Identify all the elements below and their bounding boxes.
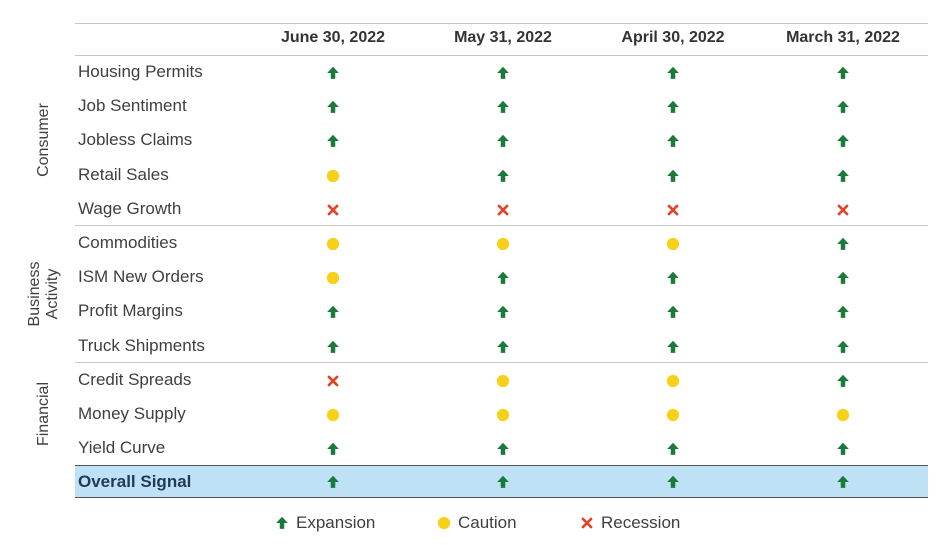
yellow-dot-icon (323, 166, 343, 186)
row-label: Truck Shipments (78, 335, 205, 355)
row-label: Wage Growth (78, 198, 182, 218)
up-arrow-icon (663, 97, 683, 117)
up-arrow-icon (833, 472, 853, 492)
up-arrow-icon (833, 97, 853, 117)
up-arrow-icon (663, 131, 683, 151)
row-label: Credit Spreads (78, 369, 192, 389)
header-rule (75, 55, 928, 56)
yellow-dot-icon (323, 405, 343, 425)
row-label: ISM New Orders (78, 267, 204, 287)
up-arrow-icon (833, 371, 853, 391)
legend-item: Expansion (273, 512, 375, 534)
up-arrow-icon (833, 234, 853, 254)
yellow-dot-icon (435, 514, 453, 532)
up-arrow-icon (323, 337, 343, 357)
up-arrow-icon (323, 302, 343, 322)
up-arrow-icon (663, 337, 683, 357)
up-arrow-icon (663, 166, 683, 186)
row-label: Commodities (78, 233, 178, 252)
up-arrow-icon (493, 63, 513, 83)
up-arrow-icon (493, 131, 513, 151)
up-arrow-icon (833, 268, 853, 288)
row-label: Money Supply (78, 404, 186, 423)
row-label: Retail Sales (78, 164, 169, 184)
up-arrow-icon (323, 97, 343, 117)
column-header: April 30, 2022 (621, 29, 725, 46)
up-arrow-icon (663, 439, 683, 459)
column-header: June 30, 2022 (280, 29, 386, 46)
legend-label: Recession (601, 513, 681, 532)
column-header: May 31, 2022 (454, 29, 552, 46)
yellow-dot-icon (493, 234, 513, 254)
yellow-dot-icon (663, 234, 683, 254)
yellow-dot-icon (833, 405, 853, 425)
up-arrow-icon (833, 337, 853, 357)
up-arrow-icon (663, 268, 683, 288)
red-x-icon (578, 514, 596, 532)
row-label: Jobless Claims (78, 130, 193, 150)
red-x-icon (493, 200, 513, 220)
up-arrow-icon (663, 302, 683, 322)
legend-item: Caution (435, 512, 517, 534)
group-divider (75, 224, 928, 226)
legend-label: Expansion (296, 513, 376, 532)
up-arrow-icon (323, 439, 343, 459)
yellow-dot-icon (323, 268, 343, 288)
red-x-icon (323, 371, 343, 391)
up-arrow-icon (493, 439, 513, 459)
yellow-dot-icon (323, 234, 343, 254)
row-label: Profit Margins (78, 301, 183, 321)
up-arrow-icon (833, 131, 853, 151)
red-x-icon (833, 200, 853, 220)
overall-signal-label: Overall Signal (78, 472, 192, 491)
group-label: Business Activity (26, 261, 61, 327)
up-arrow-icon (833, 302, 853, 322)
legend-label: Caution (458, 513, 517, 532)
up-arrow-icon (493, 268, 513, 288)
yellow-dot-icon (493, 371, 513, 391)
group-divider (75, 361, 928, 363)
legend-item: Recession (578, 512, 680, 534)
up-arrow-icon (493, 302, 513, 322)
red-x-icon (663, 200, 683, 220)
yellow-dot-icon (663, 371, 683, 391)
row-label: Job Sentiment (78, 96, 187, 116)
yellow-dot-icon (493, 405, 513, 425)
red-x-icon (323, 200, 343, 220)
group-label: Financial (35, 381, 52, 447)
yellow-dot-icon (663, 405, 683, 425)
table-top-rule (75, 23, 928, 24)
up-arrow-icon (833, 63, 853, 83)
up-arrow-icon (493, 166, 513, 186)
up-arrow-icon (493, 97, 513, 117)
row-label: Yield Curve (78, 438, 166, 458)
up-arrow-icon (493, 472, 513, 492)
up-arrow-icon (323, 131, 343, 151)
up-arrow-icon (663, 63, 683, 83)
group-label: Consumer (35, 103, 52, 178)
up-arrow-icon (833, 439, 853, 459)
up-arrow-icon (323, 63, 343, 83)
row-label: Housing Permits (78, 62, 203, 81)
column-header: March 31, 2022 (786, 29, 900, 46)
up-arrow-icon (833, 166, 853, 186)
up-arrow-icon (663, 472, 683, 492)
up-arrow-icon (493, 337, 513, 357)
up-arrow-icon (273, 514, 291, 532)
up-arrow-icon (323, 472, 343, 492)
